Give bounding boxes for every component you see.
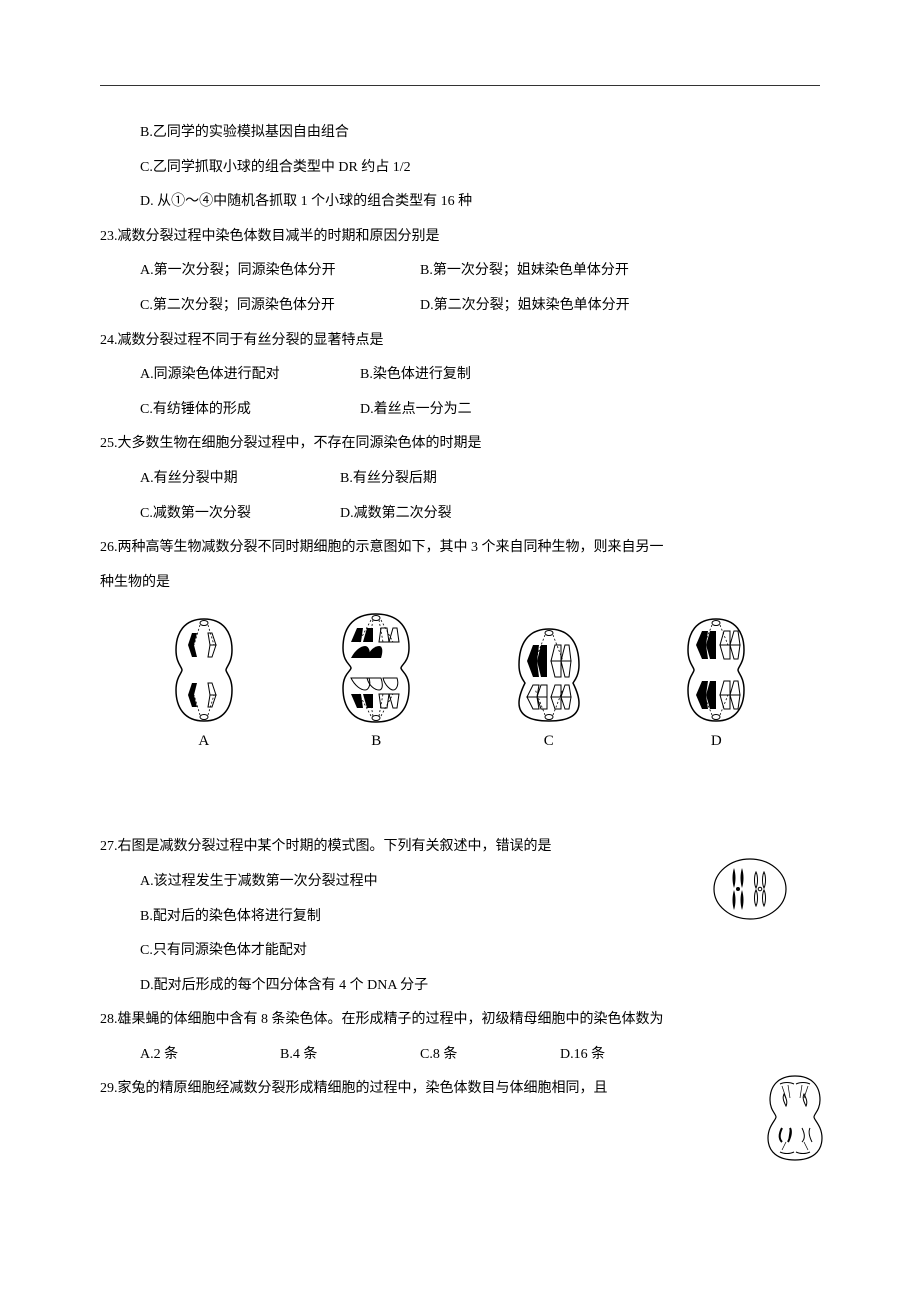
q22-option-b: B.乙同学的实验模拟基因自由组合 — [100, 116, 820, 151]
q25-stem: 25.大多数生物在细胞分裂过程中，不存在同源染色体的时期是 — [100, 427, 820, 462]
q25-options-row2: C.减数第一次分裂 D.减数第二次分裂 — [100, 497, 820, 532]
q26-label-a: A — [198, 733, 209, 750]
dividing-cell-icon — [760, 1072, 830, 1162]
q24-option-d: D.着丝点一分为二 — [360, 397, 472, 424]
spacer — [100, 760, 820, 830]
q24-options-row2: C.有纺锤体的形成 D.着丝点一分为二 — [100, 393, 820, 428]
q24-stem: 24.减数分裂过程不同于有丝分裂的显著特点是 — [100, 324, 820, 359]
q26-diagram-b: B — [331, 610, 421, 750]
q24-option-a: A.同源染色体进行配对 — [140, 362, 360, 389]
q23-option-c: C.第二次分裂；同源染色体分开 — [140, 293, 420, 320]
cell-diagram-d-icon — [676, 615, 756, 725]
q22-option-d: D. 从①～④中随机各抓取 1 个小球的组合类型有 16 种 — [100, 185, 820, 220]
q25-option-c: C.减数第一次分裂 — [140, 501, 340, 528]
q22-option-c: C.乙同学抓取小球的组合类型中 DR 约占 1/2 — [100, 151, 820, 186]
q28-option-c: C.8 条 — [420, 1042, 560, 1069]
q28-option-a: A.2 条 — [140, 1042, 280, 1069]
header-separator — [100, 85, 820, 86]
q28-option-d: D.16 条 — [560, 1042, 700, 1069]
bivalent-chromosome-icon — [710, 854, 790, 924]
cell-diagram-a-icon — [164, 615, 244, 725]
q26-diagram-c: C — [509, 625, 589, 750]
q24-option-b: B.染色体进行复制 — [360, 362, 471, 389]
q23-option-a: A.第一次分裂；同源染色体分开 — [140, 258, 420, 285]
q26-label-c: C — [544, 733, 554, 750]
q26-diagrams: A — [100, 600, 820, 760]
q28-option-b: B.4 条 — [280, 1042, 420, 1069]
q23-option-d: D.第二次分裂；姐妹染色单体分开 — [420, 293, 700, 320]
q24-option-c: C.有纺锤体的形成 — [140, 397, 360, 424]
q27-option-d: D.配对后形成的每个四分体含有 4 个 DNA 分子 — [100, 969, 820, 1004]
q29-block: 29.家兔的精原细胞经减数分裂形成精细胞的过程中，染色体数目与体细胞相同，且 — [100, 1072, 820, 1107]
q26-stem-line2: 种生物的是 — [100, 566, 820, 601]
q26-label-b: B — [371, 733, 381, 750]
cell-diagram-c-icon — [509, 625, 589, 725]
q28-options: A.2 条 B.4 条 C.8 条 D.16 条 — [100, 1038, 820, 1073]
q23-stem: 23.减数分裂过程中染色体数目减半的时期和原因分别是 — [100, 220, 820, 255]
q25-option-d: D.减数第二次分裂 — [340, 501, 452, 528]
q25-option-a: A.有丝分裂中期 — [140, 466, 340, 493]
q26-label-d: D — [711, 733, 722, 750]
q27-figure — [710, 854, 790, 929]
q26-diagram-a: A — [164, 615, 244, 750]
q27-block: 27.右图是减数分裂过程中某个时期的模式图。下列有关叙述中，错误的是 A.该过程… — [100, 830, 820, 1003]
q29-stem: 29.家兔的精原细胞经减数分裂形成精细胞的过程中，染色体数目与体细胞相同，且 — [100, 1072, 820, 1107]
q26-stem-line1: 26.两种高等生物减数分裂不同时期细胞的示意图如下，其中 3 个来自同种生物，则… — [100, 531, 820, 566]
q25-options-row1: A.有丝分裂中期 B.有丝分裂后期 — [100, 462, 820, 497]
q23-options-row1: A.第一次分裂；同源染色体分开 B.第一次分裂；姐妹染色单体分开 — [100, 254, 820, 289]
q23-options-row2: C.第二次分裂；同源染色体分开 D.第二次分裂；姐妹染色单体分开 — [100, 289, 820, 324]
q27-option-c: C.只有同源染色体才能配对 — [100, 934, 820, 969]
q26-diagram-d: D — [676, 615, 756, 750]
page-content: B.乙同学的实验模拟基因自由组合 C.乙同学抓取小球的组合类型中 DR 约占 1… — [0, 0, 920, 1147]
q28-stem: 28.雄果蝇的体细胞中含有 8 条染色体。在形成精子的过程中，初级精母细胞中的染… — [100, 1003, 820, 1038]
cell-diagram-b-icon — [331, 610, 421, 725]
q25-option-b: B.有丝分裂后期 — [340, 466, 437, 493]
q24-options-row1: A.同源染色体进行配对 B.染色体进行复制 — [100, 358, 820, 393]
q29-figure — [760, 1072, 830, 1167]
q23-option-b: B.第一次分裂；姐妹染色单体分开 — [420, 258, 700, 285]
